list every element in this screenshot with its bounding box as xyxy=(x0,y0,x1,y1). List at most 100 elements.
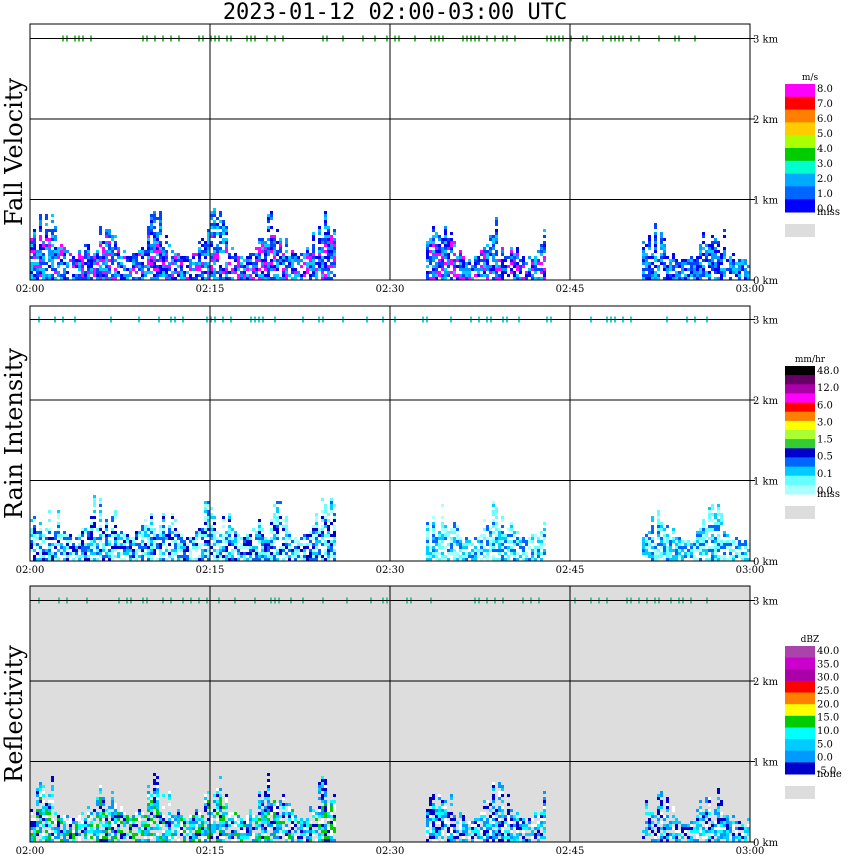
echo-cell xyxy=(105,262,108,265)
colorbar-unit: m/s xyxy=(802,73,819,83)
echo-cell xyxy=(192,824,195,827)
echo-cell xyxy=(492,543,495,546)
echo-cell xyxy=(198,253,201,256)
echo-cell xyxy=(258,247,261,250)
echo-cell xyxy=(444,525,447,528)
echo-cell xyxy=(642,830,645,833)
echo-cell xyxy=(273,534,276,537)
echo-cell xyxy=(447,839,450,842)
echo-cell xyxy=(258,552,261,555)
echo-cell xyxy=(696,833,699,836)
echo-cell xyxy=(684,277,687,280)
echo-cell xyxy=(321,510,324,513)
echo-cell xyxy=(267,806,270,809)
echo-cell xyxy=(261,809,264,812)
echo-cell xyxy=(153,268,156,271)
echo-cell xyxy=(135,534,138,537)
echo-cell xyxy=(645,540,648,543)
echo-cell xyxy=(528,268,531,271)
echo-cell xyxy=(141,546,144,549)
echo-cell xyxy=(225,537,228,540)
echo-cell xyxy=(321,815,324,818)
echo-region xyxy=(642,788,750,842)
echo-cell xyxy=(273,815,276,818)
echo-cell xyxy=(120,543,123,546)
echo-cell xyxy=(81,262,84,265)
echo-cell xyxy=(165,836,168,839)
echo-cell xyxy=(450,241,453,244)
echo-cell xyxy=(720,522,723,525)
echo-cell xyxy=(642,836,645,839)
echo-cell xyxy=(741,836,744,839)
echo-cell xyxy=(714,241,717,244)
echo-cell xyxy=(672,833,675,836)
echo-cell xyxy=(147,818,150,821)
echo-cell xyxy=(267,262,270,265)
echo-cell xyxy=(696,815,699,818)
echo-cell xyxy=(657,839,660,842)
echo-cell xyxy=(30,546,33,549)
echo-cell xyxy=(504,534,507,537)
echo-cell xyxy=(150,836,153,839)
echo-cell xyxy=(105,821,108,824)
echo-cell xyxy=(189,262,192,265)
echo-cell xyxy=(675,271,678,274)
echo-cell xyxy=(462,543,465,546)
echo-cell xyxy=(324,214,327,217)
echo-cell xyxy=(114,244,117,247)
echo-cell xyxy=(165,534,168,537)
echo-cell xyxy=(132,253,135,256)
echo-cell xyxy=(519,821,522,824)
colorbar-label: 4.0 xyxy=(817,144,833,155)
echo-cell xyxy=(675,543,678,546)
echo-cell xyxy=(504,821,507,824)
echo-cell xyxy=(654,277,657,280)
echo-cell xyxy=(111,555,114,558)
echo-cell xyxy=(450,818,453,821)
echo-cell xyxy=(453,259,456,262)
echo-cell xyxy=(309,268,312,271)
x-tick-label: 02:30 xyxy=(376,565,405,576)
echo-cell xyxy=(702,546,705,549)
echo-cell xyxy=(30,247,33,250)
echo-cell xyxy=(159,552,162,555)
echo-cell xyxy=(261,824,264,827)
echo-cell xyxy=(93,552,96,555)
echo-cell xyxy=(228,519,231,522)
echo-cell xyxy=(543,256,546,259)
echo-cell xyxy=(288,803,291,806)
echo-cell xyxy=(162,528,165,531)
echo-cell xyxy=(252,827,255,830)
echo-cell xyxy=(486,540,489,543)
echo-cell xyxy=(735,555,738,558)
echo-cell xyxy=(234,537,237,540)
echo-cell xyxy=(660,247,663,250)
echo-cell xyxy=(651,528,654,531)
echo-cell xyxy=(78,815,81,818)
echo-cell xyxy=(330,522,333,525)
echo-cell xyxy=(507,558,510,561)
echo-cell xyxy=(222,806,225,809)
echo-cell xyxy=(150,540,153,543)
echo-cell xyxy=(333,552,336,555)
echo-cell xyxy=(309,253,312,256)
echo-cell xyxy=(51,232,54,235)
echo-cell xyxy=(327,277,330,280)
echo-cell xyxy=(105,253,108,256)
echo-cell xyxy=(468,836,471,839)
echo-cell xyxy=(714,549,717,552)
echo-cell xyxy=(132,537,135,540)
echo-cell xyxy=(168,794,171,797)
echo-cell xyxy=(729,830,732,833)
echo-cell xyxy=(201,277,204,280)
echo-cell xyxy=(207,525,210,528)
echo-cell xyxy=(213,274,216,277)
echo-cell xyxy=(291,827,294,830)
echo-cell xyxy=(54,229,57,232)
echo-cell xyxy=(495,232,498,235)
echo-cell xyxy=(528,256,531,259)
echo-cell xyxy=(279,244,282,247)
echo-cell xyxy=(291,265,294,268)
echo-cell xyxy=(153,238,156,241)
echo-cell xyxy=(147,543,150,546)
